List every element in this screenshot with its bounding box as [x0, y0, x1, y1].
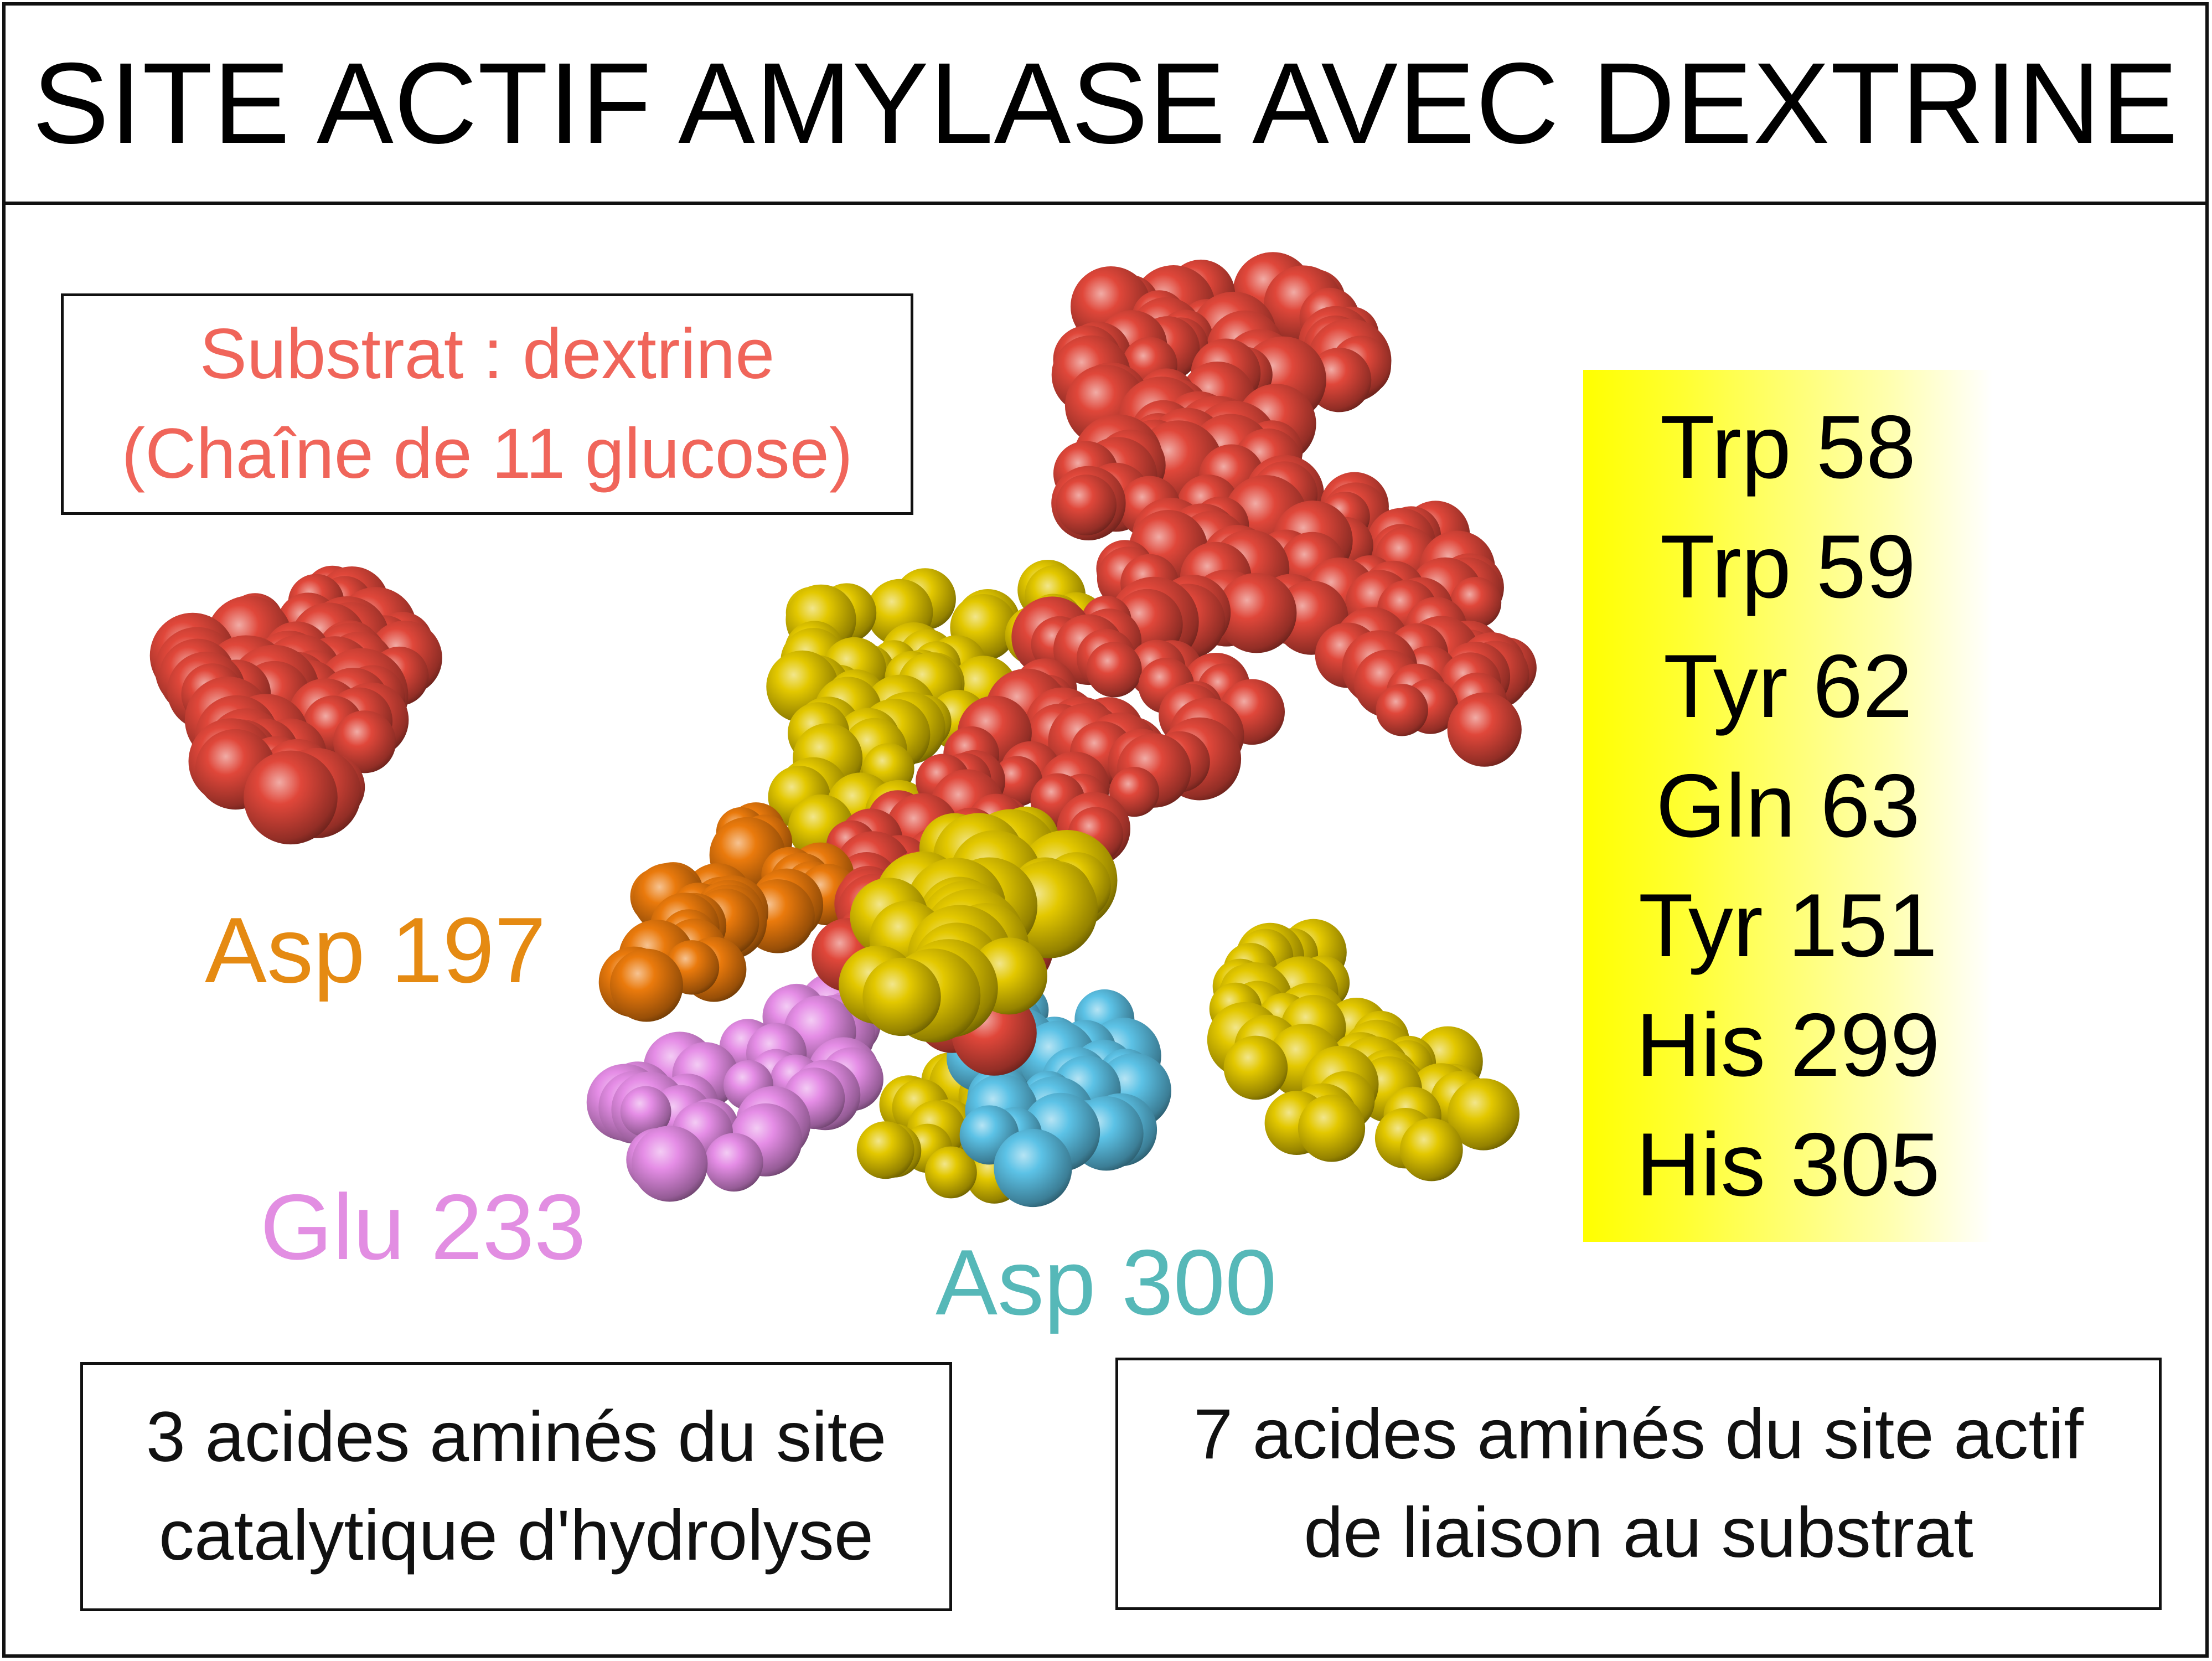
figure-title: SITE ACTIF AMYLASE AVEC DEXTRINE [32, 39, 2179, 168]
atom [609, 948, 683, 1022]
atom [862, 957, 941, 1036]
atom [992, 756, 1043, 807]
atom [244, 750, 338, 845]
atom [620, 1086, 671, 1137]
residue-his-305: His 305 [1636, 1114, 1940, 1215]
label-asp-197: Asp 197 [205, 898, 546, 1002]
atom [333, 710, 396, 773]
atom [1056, 474, 1117, 535]
binding-site-residue-center [839, 806, 1118, 1043]
atom [1447, 692, 1522, 767]
atom [1298, 1095, 1366, 1162]
catalytic-site-box: 3 acides aminés du site catalytique d'hy… [80, 1362, 952, 1611]
dextrine-fragment-left [149, 565, 442, 845]
binding-text-line-1: 7 acides aminés du site actif [1193, 1395, 2084, 1474]
catalytic-text-line-2: catalytique d'hydrolyse [159, 1496, 874, 1575]
atom [994, 1128, 1072, 1208]
label-glu-233: Glu 233 [260, 1175, 586, 1279]
residue-trp-59: Trp 59 [1660, 516, 1916, 617]
dextrine-chain-main [826, 252, 1537, 966]
atom [856, 1121, 914, 1179]
substrate-chain-note: (Chaîne de 11 glucose) [121, 414, 853, 493]
residue-tyr-62: Tyr 62 [1663, 636, 1913, 736]
binding-text-line-2: de liaison au substrat [1304, 1493, 1973, 1572]
binding-residue-panel: Trp 58 Trp 59 Tyr 62 Gln 63 Tyr 151 His … [1583, 370, 1993, 1242]
atom [925, 1146, 977, 1199]
residue-trp-58: Trp 58 [1660, 396, 1916, 497]
catalytic-text-line-1: 3 acides aminés du site [146, 1397, 887, 1477]
atom [1223, 1035, 1288, 1100]
substrate-box: Substrat : dextrine (Chaîne de 11 glucos… [61, 293, 913, 515]
atom [1448, 1078, 1520, 1151]
atom [704, 1133, 763, 1192]
atom [1376, 684, 1428, 736]
residue-asp-197 [598, 802, 859, 1022]
binding-site-box: 7 acides aminés du site actif de liaison… [1115, 1358, 2162, 1610]
title-bar: SITE ACTIF AMYLASE AVEC DEXTRINE [6, 6, 2205, 205]
label-asp-300: Asp 300 [936, 1230, 1277, 1334]
residue-his-299: His 299 [1636, 994, 1940, 1095]
atom [632, 1126, 708, 1202]
atom [1109, 767, 1160, 817]
atom [1086, 642, 1142, 698]
residue-asp-300 [947, 984, 1171, 1208]
residue-tyr-151: Tyr 151 [1638, 875, 1938, 976]
substrate-label: Substrat : dextrine [199, 314, 775, 394]
residue-glu-233 [586, 972, 883, 1202]
atom [1216, 572, 1297, 653]
residue-gln-63: Gln 63 [1656, 755, 1920, 856]
atom [1400, 1118, 1463, 1182]
